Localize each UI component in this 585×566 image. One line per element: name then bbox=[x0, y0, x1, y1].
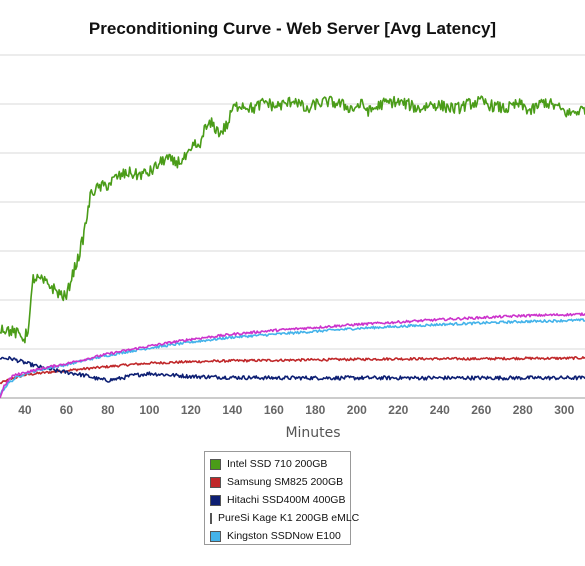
legend-swatch bbox=[210, 512, 212, 524]
x-tick-labels: 40 60 80 100 120 140 160 180 200 220 240 260 280 300 bbox=[18, 403, 574, 417]
x-tick-label: 260 bbox=[471, 403, 491, 417]
x-tick-label: 280 bbox=[513, 403, 533, 417]
legend-item: Samsung SM825 200GB bbox=[210, 473, 350, 491]
legend-swatch bbox=[210, 476, 221, 488]
x-tick-label: 240 bbox=[430, 403, 450, 417]
x-tick-label: 100 bbox=[139, 403, 159, 417]
legend-swatch bbox=[210, 530, 221, 542]
x-tick-label: 40 bbox=[18, 403, 32, 417]
series-line-hitachi-ssd400m-400gb bbox=[0, 356, 585, 383]
x-tick-label: 60 bbox=[60, 403, 74, 417]
x-tick-label: 200 bbox=[347, 403, 367, 417]
legend-item: Kingston SSDNow E100 bbox=[210, 527, 350, 545]
x-tick-label: 300 bbox=[554, 403, 574, 417]
legend-label: Samsung SM825 200GB bbox=[227, 476, 344, 488]
x-axis-title: Minutes bbox=[285, 425, 340, 441]
chart-title: Preconditioning Curve - Web Server [Avg … bbox=[88, 19, 497, 38]
legend-item: Intel SSD 710 200GB bbox=[210, 455, 350, 473]
x-tick-label: 140 bbox=[222, 403, 242, 417]
series-line-intel-ssd-710-200gb bbox=[0, 95, 585, 344]
x-tick-label: 80 bbox=[101, 403, 115, 417]
legend-item: PureSi Kage K1 200GB eMLC bbox=[210, 509, 359, 527]
grid-layer bbox=[0, 54, 585, 399]
x-tick-label: 220 bbox=[388, 403, 408, 417]
series-line-samsung-sm825-200gb bbox=[0, 356, 585, 385]
legend-swatch bbox=[210, 494, 221, 506]
legend-label: Kingston SSDNow E100 bbox=[227, 530, 341, 542]
series-line-kingston-ssdnow-e100 bbox=[0, 318, 585, 396]
legend-item: Hitachi SSD400M 400GB bbox=[210, 491, 350, 509]
x-tick-label: 180 bbox=[305, 403, 325, 417]
legend-label: Hitachi SSD400M 400GB bbox=[227, 494, 346, 506]
x-tick-label: 160 bbox=[264, 403, 284, 417]
legend-label: PureSi Kage K1 200GB eMLC bbox=[218, 512, 360, 524]
x-tick-label: 120 bbox=[181, 403, 201, 417]
legend-swatch bbox=[210, 458, 221, 470]
series-line-puresi-kage-k1-200gb-emlc bbox=[0, 312, 585, 399]
series-layer bbox=[0, 95, 585, 399]
legend-label: Intel SSD 710 200GB bbox=[227, 458, 328, 470]
legend: Intel SSD 710 200GB Samsung SM825 200GB Hi… bbox=[204, 451, 359, 545]
